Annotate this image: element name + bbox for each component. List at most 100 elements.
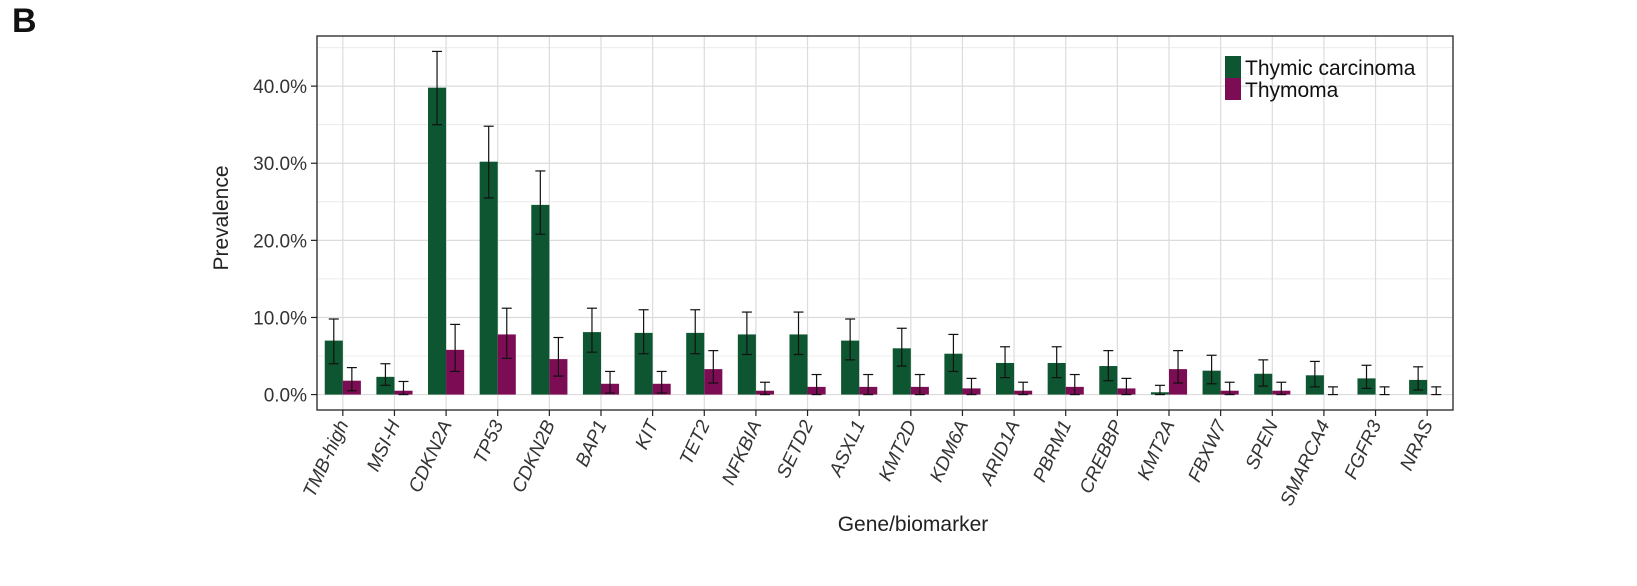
error-bar (432, 50, 443, 126)
error-bar (553, 336, 564, 377)
error-bar (656, 370, 667, 394)
x-tick-label: NRAS (1396, 417, 1437, 474)
error-bar (1121, 377, 1132, 396)
x-axis: TMB-high MSI-H CDKN2A TP53 CDKN2B BAP1 KIT TET2… (300, 410, 1438, 509)
error-bar (380, 363, 391, 386)
error-bar (398, 380, 409, 396)
legend-label-thymic-carcinoma: Thymic carcinoma (1245, 57, 1416, 80)
bar-thymic-carcinoma (944, 353, 963, 395)
error-bar (346, 366, 357, 392)
y-tick-label: 0.0% (264, 386, 307, 407)
bar-thymic-carcinoma (531, 204, 550, 395)
error-bar (1154, 384, 1165, 396)
bar-thymic-carcinoma (996, 362, 1015, 395)
bar-thymic-carcinoma (686, 332, 705, 395)
bar-thymic-carcinoma (1047, 362, 1066, 395)
error-bar (966, 377, 977, 396)
error-bar (1224, 381, 1235, 396)
error-bar (1206, 354, 1217, 385)
x-tick-label: SPEN (1242, 417, 1283, 473)
error-bar (690, 309, 701, 355)
error-bar (741, 311, 752, 356)
error-bar (914, 373, 925, 396)
error-bar (501, 307, 512, 359)
y-axis: 0.0% 10.0% 20.0% 30.0% 40.0% (253, 77, 317, 407)
bar-thymic-carcinoma (428, 87, 447, 395)
x-tick-label: CREBBP (1076, 417, 1128, 497)
x-tick-label: ASXL1 (825, 417, 869, 480)
error-bar (1431, 386, 1442, 396)
error-bar (1379, 386, 1390, 396)
x-tick-label: KIT (632, 416, 664, 453)
bar-thymic-carcinoma (892, 348, 911, 395)
x-tick-label: MSI-H (363, 417, 405, 475)
legend-swatch-thymoma (1225, 78, 1241, 100)
plot-frame (316, 35, 1454, 411)
error-bars (328, 50, 1442, 396)
error-bar (1103, 350, 1114, 382)
error-bar (1258, 359, 1269, 387)
legend-swatch-thymic-carcinoma (1225, 56, 1241, 78)
error-bar (328, 318, 339, 365)
bar-thymic-carcinoma (789, 334, 808, 395)
x-tick-label: PBRM1 (1030, 417, 1077, 485)
x-tick-label: TET2 (676, 417, 715, 468)
error-bar (605, 370, 616, 394)
x-axis-label: Gene/biomarker (838, 513, 989, 536)
x-tick-label: CDKN2A (405, 417, 457, 496)
x-tick-label: SMARCA4 (1277, 417, 1335, 509)
error-bar (708, 350, 719, 384)
x-tick-label: KMT2A (1134, 417, 1180, 483)
error-bar (948, 333, 959, 373)
error-bar (450, 323, 461, 373)
error-bar (1018, 381, 1029, 396)
x-tick-label: FGFR3 (1341, 417, 1387, 483)
bar-thymic-carcinoma (324, 340, 343, 395)
x-tick-label: FBXW7 (1184, 416, 1231, 485)
bar-thymoma (446, 349, 465, 395)
error-bar (811, 373, 822, 396)
bar-thymic-carcinoma (479, 161, 498, 395)
legend-label-thymoma: Thymoma (1245, 79, 1339, 102)
error-bar (638, 309, 649, 355)
error-bar (759, 381, 770, 396)
error-bar (1000, 346, 1011, 379)
bar-thymoma (497, 334, 516, 395)
x-tick-label: TMB-high (300, 417, 354, 501)
error-bar (793, 311, 804, 356)
bar-thymic-carcinoma (634, 332, 653, 395)
error-bar (535, 170, 546, 235)
error-bar (1276, 381, 1287, 396)
error-bar (1327, 386, 1338, 396)
error-bar (586, 307, 597, 353)
bar-thymic-carcinoma (841, 340, 860, 395)
bar-thymoma (549, 359, 568, 395)
error-bar (1361, 364, 1372, 390)
x-tick-label: NFKBIA (718, 417, 766, 488)
x-tick-label: KMT2D (875, 417, 921, 484)
x-tick-label: KDM6A (926, 417, 973, 485)
y-tick-label: 30.0% (253, 154, 307, 175)
x-tick-label: TP53 (470, 417, 508, 467)
x-tick-label: ARID1A (976, 417, 1024, 489)
x-tick-label: BAP1 (572, 417, 612, 470)
y-tick-label: 20.0% (253, 231, 307, 252)
x-tick-label: SETD2 (773, 417, 818, 482)
x-tick-label: CDKN2B (508, 417, 560, 496)
panel-letter: B (12, 2, 37, 40)
error-bar (1173, 350, 1184, 384)
error-bar (845, 318, 856, 361)
error-bar (483, 125, 494, 199)
y-tick-label: 40.0% (253, 77, 307, 98)
error-bar (863, 373, 874, 396)
y-axis-label: Prevalence (210, 165, 233, 270)
y-tick-label: 10.0% (253, 308, 307, 329)
bars (324, 87, 1428, 395)
bar-thymic-carcinoma (737, 334, 756, 395)
bar-thymic-carcinoma (582, 332, 601, 395)
error-bar (1069, 373, 1080, 396)
error-bar (1413, 366, 1424, 391)
error-bar (896, 327, 907, 367)
error-bar (1309, 360, 1320, 388)
